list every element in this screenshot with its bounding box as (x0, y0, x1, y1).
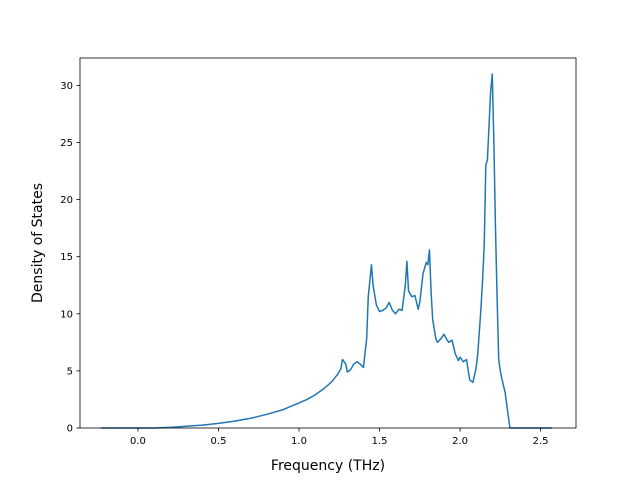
y-tick-label: 5 (67, 366, 73, 377)
x-axis-title: Frequency (THz) (271, 458, 385, 474)
axes-frame (79, 57, 577, 429)
y-tick-label: 15 (60, 252, 73, 263)
y-axis-ticks: 0 5 10 15 20 25 30 (60, 81, 80, 435)
x-tick-label: 1.5 (372, 436, 388, 447)
x-tick-label: 1.0 (291, 436, 307, 447)
x-tick-label: 0.0 (130, 436, 146, 447)
y-tick-label: 10 (60, 309, 73, 320)
y-tick-label: 20 (60, 195, 73, 206)
y-axis-title: Density of States (30, 183, 46, 303)
x-tick-label: 2.5 (533, 436, 549, 447)
y-tick-label: 0 (67, 424, 73, 435)
y-tick-label: 30 (60, 81, 73, 92)
x-axis-ticks: 0.0 0.5 1.0 1.5 2.0 2.5 (130, 428, 549, 447)
plot-area (100, 73, 552, 429)
x-tick-label: 0.5 (211, 436, 227, 447)
x-tick-label: 2.0 (452, 436, 468, 447)
y-tick-label: 25 (60, 138, 73, 149)
dos-series-line (100, 73, 552, 429)
